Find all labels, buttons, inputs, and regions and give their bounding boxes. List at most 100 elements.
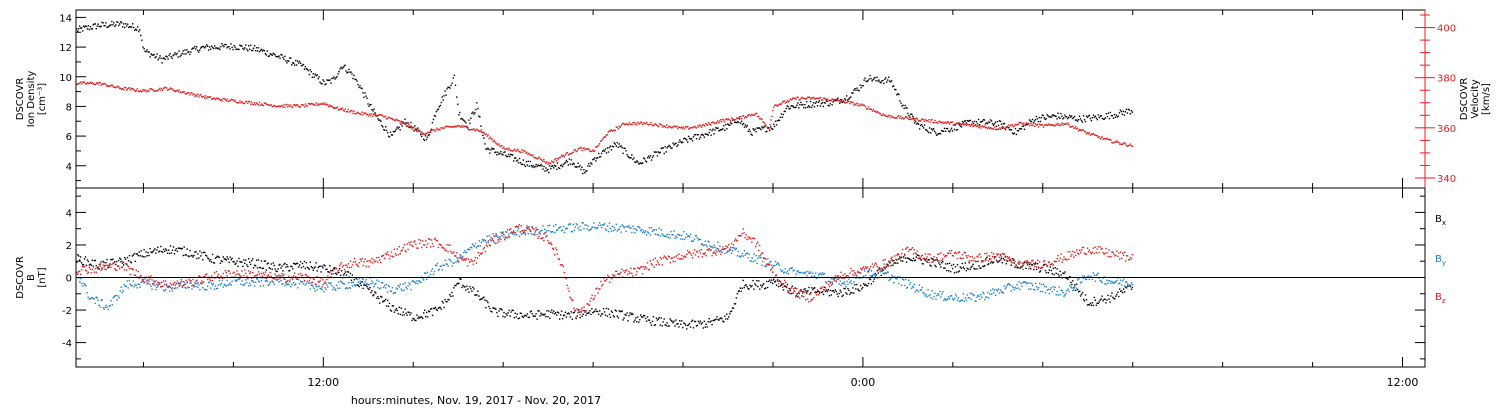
density-point [903, 107, 905, 110]
velocity-point [675, 126, 677, 128]
density-point [972, 122, 975, 125]
density-point [914, 122, 916, 124]
bx-point [362, 287, 364, 290]
bz-point [453, 251, 455, 253]
by-point [308, 282, 311, 284]
velocity-point [966, 123, 968, 126]
velocity-point [967, 124, 969, 126]
by-point [585, 224, 587, 226]
by-point [90, 296, 92, 299]
bz-point [502, 232, 504, 234]
by-point [188, 286, 190, 289]
velocity-point [165, 87, 168, 89]
bz-point [96, 267, 98, 269]
by-point [350, 281, 353, 284]
bx-point [477, 290, 479, 292]
by-point [702, 244, 704, 247]
bx-point [324, 265, 326, 267]
velocity-point [583, 147, 585, 149]
velocity-point [387, 116, 389, 119]
density-point [600, 155, 602, 158]
by-point [918, 284, 920, 286]
by-point [1082, 277, 1085, 279]
bz-point [669, 261, 671, 264]
bz-point [687, 250, 689, 252]
bx-point [256, 267, 259, 269]
by-point [1012, 286, 1014, 289]
bx-point [519, 312, 521, 314]
bx-point [829, 289, 832, 292]
density-point [276, 55, 278, 58]
bz-point [285, 281, 287, 283]
density-point [442, 99, 444, 101]
bz-point [710, 249, 712, 251]
by-point [619, 226, 621, 228]
bx-point [404, 308, 406, 310]
velocity-point [212, 97, 215, 100]
velocity-point [804, 97, 806, 100]
bx-point [334, 267, 336, 269]
bx-point [116, 260, 118, 263]
velocity-point [660, 123, 662, 125]
bx-point [918, 257, 920, 259]
by-point [292, 278, 294, 281]
density-point [705, 133, 707, 135]
bx-point [367, 287, 369, 290]
density-point [200, 47, 202, 49]
density-point [572, 162, 574, 164]
velocity-point [1011, 124, 1013, 126]
bx-point [152, 250, 154, 253]
bx-point [420, 316, 422, 318]
velocity-point [193, 93, 195, 95]
by-point [985, 296, 987, 299]
bx-point [846, 293, 848, 295]
by-point [286, 284, 288, 286]
bx-point [693, 320, 696, 323]
density-point [879, 81, 881, 83]
bz-point [612, 273, 614, 276]
bx-point [569, 316, 572, 318]
bx-point [930, 265, 932, 267]
by-point [411, 280, 413, 283]
by-point [289, 279, 291, 281]
velocity-point [1123, 142, 1126, 144]
density-point [229, 48, 231, 50]
by-point [191, 288, 193, 290]
bx-point [1070, 281, 1072, 284]
by-point [803, 272, 805, 275]
velocity-point [559, 156, 562, 159]
density-point [395, 128, 397, 130]
density-point [754, 128, 756, 130]
by-point [849, 281, 851, 284]
bx-point [462, 284, 464, 287]
bx-point [948, 270, 950, 272]
density-point [491, 147, 493, 149]
by-point [1103, 276, 1105, 278]
bx-point [467, 288, 469, 290]
density-point [137, 26, 139, 28]
bz-point [134, 274, 137, 276]
density-point [846, 95, 848, 97]
density-point [500, 150, 502, 153]
bx-point [84, 256, 87, 258]
density-point [341, 67, 343, 70]
velocity-point [407, 125, 409, 127]
bx-point [247, 265, 249, 268]
bx-point [78, 259, 81, 261]
bz-point [115, 269, 117, 271]
bz-point [105, 268, 107, 271]
density-point [560, 164, 563, 166]
by-point [496, 235, 498, 238]
by-point [548, 229, 550, 232]
density-point [323, 80, 325, 83]
bx-point [585, 314, 587, 316]
velocity-point [78, 83, 80, 85]
bx-point [925, 258, 927, 260]
density-point [440, 101, 442, 104]
bz-point [538, 235, 540, 238]
bz-point [445, 249, 447, 251]
bz-point [517, 225, 519, 228]
by-point [1049, 288, 1051, 291]
density-point [374, 112, 376, 114]
velocity-point [194, 95, 196, 97]
